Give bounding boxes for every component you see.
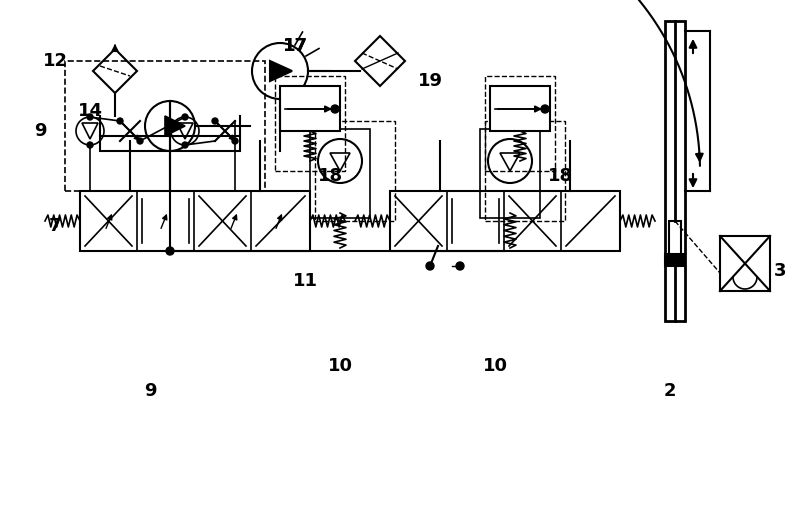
Text: 2: 2 <box>664 382 676 400</box>
Bar <box>80 191 310 251</box>
Circle shape <box>426 262 434 270</box>
Circle shape <box>87 142 93 148</box>
Bar <box>720 236 770 291</box>
Polygon shape <box>270 61 292 81</box>
Bar <box>310 129 370 218</box>
Bar <box>490 86 550 131</box>
Text: 10: 10 <box>482 357 507 375</box>
Text: 14: 14 <box>78 102 102 120</box>
Circle shape <box>117 118 123 124</box>
Bar <box>280 86 340 131</box>
Bar <box>485 121 565 221</box>
Bar <box>485 76 555 171</box>
Circle shape <box>456 262 464 270</box>
Text: 18: 18 <box>318 167 342 185</box>
Bar <box>669 221 681 261</box>
Polygon shape <box>165 116 185 136</box>
Text: 11: 11 <box>293 272 318 290</box>
Bar <box>665 21 685 321</box>
Bar <box>390 191 620 251</box>
Text: 18: 18 <box>547 167 573 185</box>
Bar <box>65 61 265 191</box>
Bar <box>665 254 685 266</box>
Text: 19: 19 <box>418 72 442 90</box>
Circle shape <box>212 118 218 124</box>
Circle shape <box>541 105 549 113</box>
Circle shape <box>166 247 174 255</box>
Bar <box>315 121 395 221</box>
Text: 17: 17 <box>282 37 307 55</box>
Circle shape <box>137 138 143 144</box>
Text: 12: 12 <box>42 52 67 70</box>
Text: 9: 9 <box>144 382 156 400</box>
Circle shape <box>331 105 339 113</box>
Circle shape <box>87 114 93 120</box>
Text: 10: 10 <box>327 357 353 375</box>
Text: 9: 9 <box>34 122 46 140</box>
Circle shape <box>232 138 238 144</box>
Text: 17: 17 <box>282 37 307 55</box>
Text: 3: 3 <box>774 262 786 280</box>
Circle shape <box>182 142 188 148</box>
Text: 7: 7 <box>49 217 62 235</box>
Bar <box>100 136 240 151</box>
Circle shape <box>182 114 188 120</box>
Bar <box>275 76 345 171</box>
Bar <box>480 129 540 218</box>
